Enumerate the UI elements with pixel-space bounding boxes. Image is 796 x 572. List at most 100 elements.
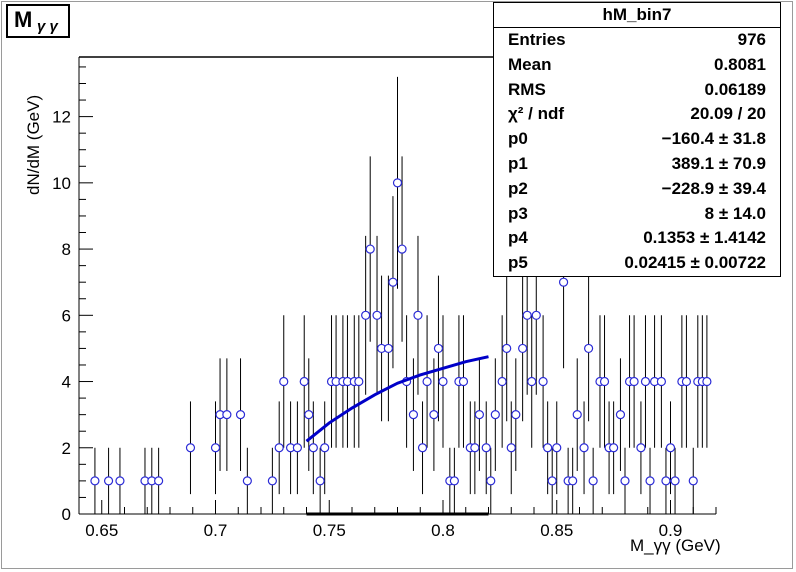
stats-rows: Entries 976 Mean 0.8081 RMS 0.06189 χ² / ndf 20…: [494, 28, 780, 276]
data-point: [320, 443, 330, 453]
stats-value: 0.02415 ± 0.00722: [624, 253, 766, 273]
data-point: [681, 376, 692, 387]
y-tick-label: 8: [62, 240, 71, 259]
data-point: [620, 476, 630, 486]
data-point: [547, 476, 557, 486]
data-point: [449, 476, 459, 486]
stats-value: 0.8081: [714, 54, 766, 74]
histogram-title-box: M γ γ: [6, 4, 70, 38]
data-point: [372, 310, 382, 320]
data-point: [438, 376, 448, 387]
stats-key: p0: [508, 129, 528, 149]
data-point: [383, 343, 393, 354]
title-subscript: γ γ: [37, 18, 58, 35]
stats-row: Mean 0.8081: [494, 53, 780, 78]
fit-curve-group: [305, 355, 489, 516]
data-point: [543, 443, 553, 453]
y-tick-label: 10: [52, 174, 71, 193]
data-point: [670, 476, 680, 486]
data-point: [518, 343, 528, 354]
data-point: [458, 376, 469, 387]
stats-value: 389.1 ± 70.9: [671, 153, 766, 173]
data-point: [656, 376, 667, 387]
data-point: [552, 443, 562, 453]
data-point: [90, 476, 100, 486]
data-point: [274, 443, 284, 453]
data-point: [397, 244, 407, 254]
stats-key: p1: [508, 153, 528, 173]
stats-row: χ² / ndf 20.09 / 20: [494, 102, 780, 127]
data-point: [579, 443, 589, 453]
data-point: [665, 443, 676, 453]
x-tick-label: 0.7: [204, 521, 228, 540]
data-point: [481, 443, 491, 453]
stats-key: RMS: [508, 79, 546, 99]
stats-value: 0.06189: [704, 79, 766, 99]
stats-row: p3 8 ± 14.0: [494, 202, 780, 227]
stats-row: p1 389.1 ± 70.9: [494, 152, 780, 177]
stats-value: −160.4 ± 31.8: [661, 129, 766, 149]
stats-key: Entries: [508, 30, 566, 49]
data-point: [572, 410, 582, 420]
data-point: [629, 376, 639, 387]
stats-value: 20.09 / 20: [690, 104, 766, 124]
x-tick-label: 0.85: [540, 521, 573, 540]
data-point: [154, 476, 164, 486]
title-main: M: [14, 7, 33, 32]
data-point: [115, 476, 125, 486]
data-point: [308, 443, 318, 453]
data-point: [267, 476, 277, 486]
data-point: [365, 244, 375, 254]
stats-key: χ² / ndf: [508, 104, 565, 124]
stats-value: 976: [737, 30, 766, 49]
data-point: [661, 476, 671, 486]
data-point: [599, 376, 610, 387]
data-point: [531, 310, 541, 320]
data-point: [279, 376, 289, 387]
data-point: [558, 277, 569, 287]
data-point: [235, 410, 246, 420]
stats-title: hM_bin7: [494, 3, 780, 28]
x-tick-label: 0.8: [431, 521, 455, 540]
data-point: [292, 443, 302, 453]
data-point: [538, 376, 548, 387]
data-point: [433, 343, 444, 354]
data-point: [486, 476, 496, 486]
data-point: [361, 310, 371, 320]
data-point: [568, 476, 578, 486]
data-point: [388, 277, 398, 287]
stats-key: p5: [508, 253, 528, 273]
data-point: [429, 410, 439, 420]
data-point: [511, 410, 521, 420]
x-tick-label: 0.75: [313, 521, 346, 540]
fit-curve: [305, 355, 489, 443]
data-point: [688, 476, 698, 486]
stats-box: hM_bin7 Entries 976 Mean 0.8081 RMS 0.06189 χ²…: [493, 2, 781, 277]
data-point: [417, 443, 428, 453]
stats-key: p3: [508, 203, 528, 223]
data-point: [636, 443, 646, 453]
data-point: [474, 410, 484, 420]
data-point: [210, 443, 221, 453]
data-point: [354, 376, 364, 387]
data-point: [470, 443, 480, 453]
data-point: [645, 476, 655, 486]
y-tick-label: 12: [52, 108, 71, 127]
data-point: [392, 178, 403, 188]
stats-row: Entries 976: [494, 28, 780, 53]
y-tick-label: 0: [62, 505, 71, 524]
data-point: [490, 410, 500, 420]
data-point: [408, 410, 419, 420]
data-point: [702, 376, 712, 387]
data-point: [304, 410, 314, 420]
data-point: [588, 476, 598, 486]
data-point: [185, 443, 196, 453]
data-point: [506, 443, 516, 453]
data-point: [527, 376, 537, 387]
y-tick-label: 4: [62, 373, 71, 392]
data-point: [242, 476, 252, 486]
stats-row: p2 −228.9 ± 39.4: [494, 177, 780, 202]
stats-row: RMS 0.06189: [494, 78, 780, 103]
